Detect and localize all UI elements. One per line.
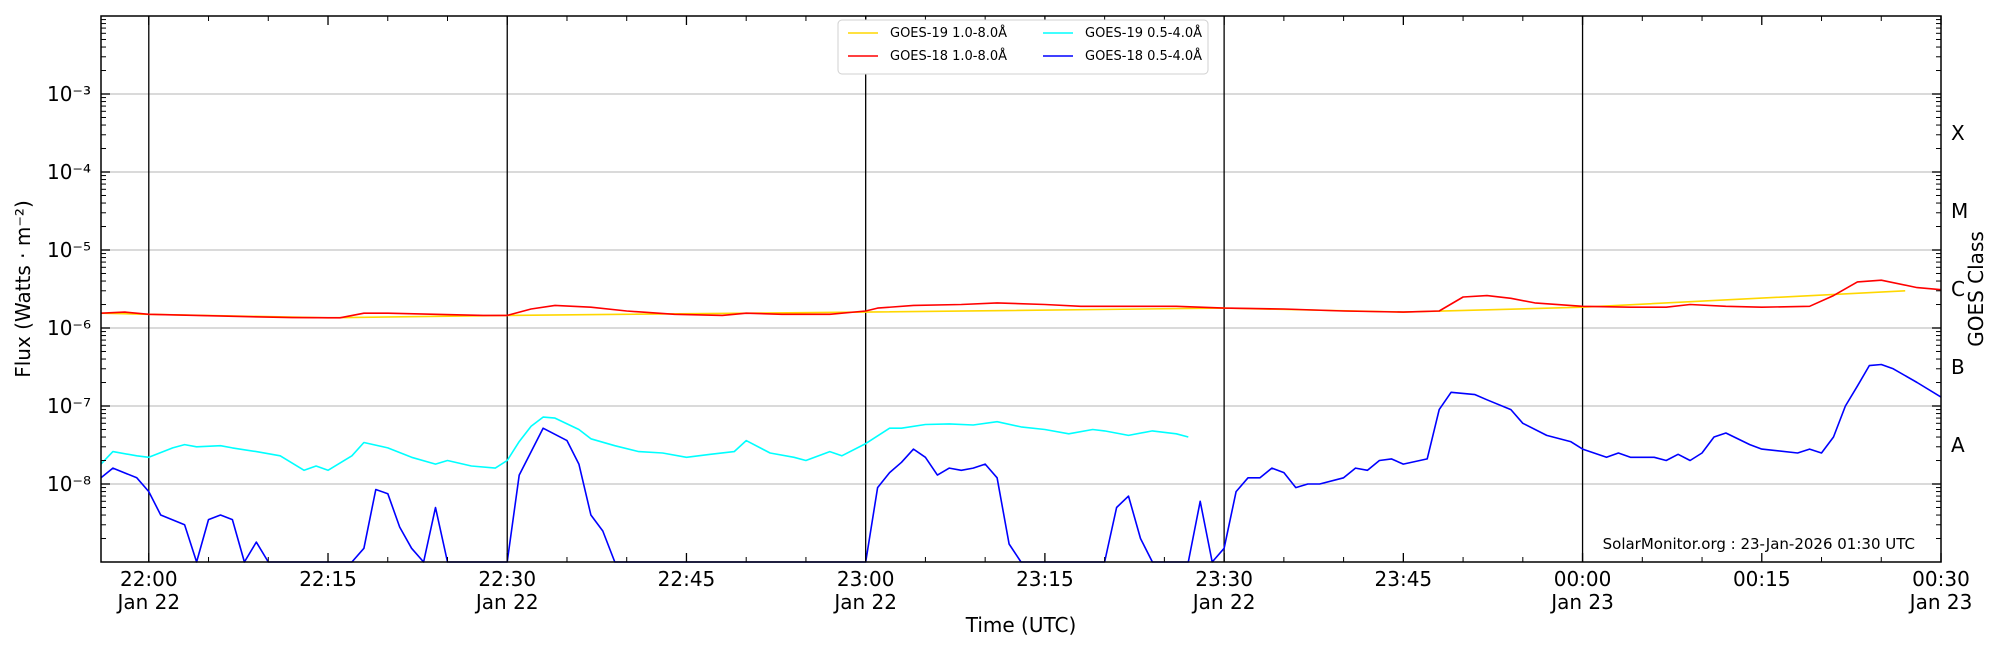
x-tick-label: 23:15 — [1016, 567, 1074, 591]
y-tick-label: 10⁻⁶ — [47, 316, 91, 340]
series-line — [100, 279, 1942, 319]
y-axis-label: Flux (Watts · m⁻²) — [11, 200, 35, 378]
x-tick-label: 23:45 — [1375, 567, 1433, 591]
x-tick-label: 22:45 — [658, 567, 716, 591]
y-axis-ticks: 10⁻⁸ 10⁻⁷ 10⁻⁶ 10⁻⁵ 10⁻⁴ 10⁻³ — [47, 19, 1941, 540]
series-line — [100, 416, 1189, 472]
x-tick-label: 00:00 — [1554, 567, 1612, 591]
legend-box — [837, 19, 1209, 75]
x-tick-label: 23:30 — [1195, 567, 1253, 591]
x-tick-label: 00:15 — [1733, 567, 1791, 591]
legend-label: GOES-19 0.5-4.0Å — [1085, 25, 1202, 41]
goes-class-axis-label: GOES Class — [1964, 231, 1988, 347]
legend: GOES-19 1.0-8.0Å GOES-19 0.5-4.0Å GOES-18 … — [837, 19, 1209, 75]
y-tick-label: 10⁻⁸ — [47, 472, 91, 496]
x-tick-label: 22:30 — [478, 567, 536, 591]
goes-class-label: A — [1951, 433, 1965, 457]
y-tick-label: 10⁻⁵ — [47, 238, 91, 262]
x-tick-date-label: Jan 23 — [1549, 590, 1614, 614]
credit-text: SolarMonitor.org : 23-Jan-2026 01:30 UTC — [1603, 535, 1915, 553]
x-axis-label: Time (UTC) — [965, 613, 1077, 637]
legend-label: GOES-18 1.0-8.0Å — [890, 48, 1007, 64]
x-tick-label: 23:00 — [837, 567, 895, 591]
y-tick-label: 10⁻⁴ — [47, 160, 91, 184]
x-tick-label: 00:30 — [1912, 567, 1970, 591]
x-tick-date-label: Jan 23 — [1908, 590, 1973, 614]
goes-class-label: X — [1951, 121, 1965, 145]
legend-label: GOES-18 0.5-4.0Å — [1085, 48, 1202, 64]
day-hour-markers — [148, 16, 1584, 562]
plot-frame — [100, 15, 1942, 563]
x-tick-label: 22:00 — [120, 567, 178, 591]
legend-label: GOES-19 1.0-8.0Å — [890, 25, 1007, 41]
x-tick-date-label: Jan 22 — [474, 590, 539, 614]
goes-class-labels: A B C M X — [1951, 121, 1968, 457]
goes-class-label: B — [1951, 355, 1965, 379]
x-tick-label: 22:15 — [299, 567, 357, 591]
x-tick-date-label: Jan 22 — [832, 590, 897, 614]
series-lines — [100, 279, 1942, 563]
goes-class-label: M — [1951, 199, 1968, 223]
x-tick-date-label: Jan 22 — [115, 590, 180, 614]
series-line — [100, 363, 1942, 563]
y-tick-label: 10⁻³ — [47, 82, 91, 106]
grid — [101, 93, 1941, 485]
x-tick-date-label: Jan 22 — [1191, 590, 1256, 614]
y-tick-label: 10⁻⁷ — [47, 394, 91, 418]
goes-class-label: C — [1951, 277, 1965, 301]
